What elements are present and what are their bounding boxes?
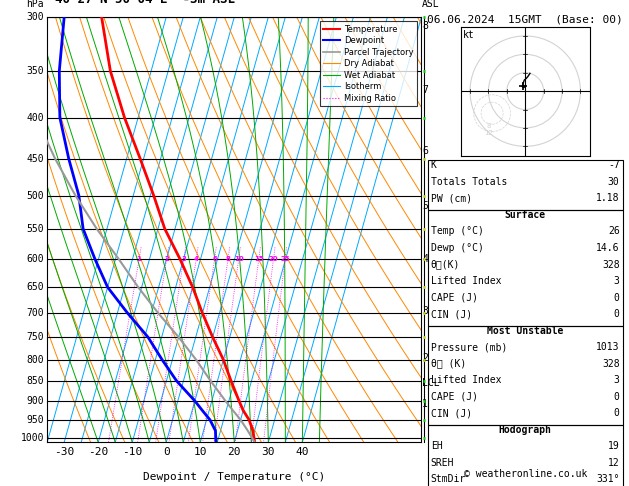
Text: 26: 26 — [608, 226, 620, 237]
Text: km
ASL: km ASL — [422, 0, 440, 8]
Text: 850: 850 — [26, 376, 44, 386]
Text: 1: 1 — [136, 256, 142, 262]
Text: 8: 8 — [422, 21, 428, 31]
Text: 600: 600 — [26, 254, 44, 264]
Text: 0: 0 — [614, 293, 620, 303]
Text: 950: 950 — [26, 415, 44, 425]
Text: 1013: 1013 — [596, 342, 620, 352]
Text: PW (cm): PW (cm) — [431, 193, 472, 204]
Text: 3: 3 — [422, 306, 428, 315]
Text: CAPE (J): CAPE (J) — [431, 392, 478, 402]
Text: 20: 20 — [269, 256, 278, 262]
Text: 3: 3 — [614, 276, 620, 286]
Text: 4: 4 — [194, 256, 199, 262]
Text: 0: 0 — [614, 408, 620, 418]
Text: 40°27'N 50°04'E  -3m ASL: 40°27'N 50°04'E -3m ASL — [55, 0, 235, 6]
Text: 0: 0 — [614, 392, 620, 402]
Text: 650: 650 — [26, 282, 44, 292]
Text: 3: 3 — [181, 256, 186, 262]
Text: 14.6: 14.6 — [596, 243, 620, 253]
Text: StmDir: StmDir — [431, 474, 466, 485]
Text: 0: 0 — [614, 309, 620, 319]
Text: 800: 800 — [26, 355, 44, 365]
Text: 15: 15 — [254, 256, 264, 262]
Text: 4: 4 — [422, 254, 428, 264]
Text: Pressure (mb): Pressure (mb) — [431, 342, 507, 352]
Text: 900: 900 — [26, 396, 44, 406]
Text: θᴄ(K): θᴄ(K) — [431, 260, 460, 270]
Text: 550: 550 — [26, 224, 44, 234]
Text: Totals Totals: Totals Totals — [431, 177, 507, 187]
Text: Most Unstable: Most Unstable — [487, 326, 564, 336]
Text: Hodograph: Hodograph — [499, 425, 552, 435]
Text: 19: 19 — [608, 441, 620, 451]
Text: 6: 6 — [422, 146, 428, 156]
Text: 328: 328 — [602, 359, 620, 369]
Text: 328: 328 — [602, 260, 620, 270]
Text: 450: 450 — [26, 154, 44, 164]
Text: 1000: 1000 — [21, 433, 44, 443]
Text: 500: 500 — [26, 191, 44, 201]
Text: Dewp (°C): Dewp (°C) — [431, 243, 484, 253]
Text: 5: 5 — [422, 201, 428, 211]
Text: 400: 400 — [26, 113, 44, 122]
Text: 30: 30 — [608, 177, 620, 187]
Text: 2: 2 — [422, 352, 428, 363]
Text: 3: 3 — [614, 375, 620, 385]
Text: 300: 300 — [26, 12, 44, 22]
Text: CIN (J): CIN (J) — [431, 309, 472, 319]
Text: 12: 12 — [608, 458, 620, 468]
Text: 1: 1 — [422, 399, 428, 409]
Text: 06.06.2024  15GMT  (Base: 00): 06.06.2024 15GMT (Base: 00) — [427, 15, 623, 25]
Text: CAPE (J): CAPE (J) — [431, 293, 478, 303]
Text: 20: 20 — [228, 447, 241, 457]
Text: -7: -7 — [608, 160, 620, 171]
Text: 700: 700 — [26, 308, 44, 318]
Text: 7: 7 — [422, 86, 428, 95]
Text: -30: -30 — [54, 447, 74, 457]
Text: 750: 750 — [26, 332, 44, 342]
Text: 10: 10 — [234, 256, 243, 262]
Text: © weatheronline.co.uk: © weatheronline.co.uk — [464, 469, 587, 479]
Text: LCL: LCL — [422, 378, 440, 388]
Text: -10: -10 — [122, 447, 142, 457]
Text: 10: 10 — [194, 447, 207, 457]
Text: 8: 8 — [486, 123, 491, 129]
Text: Lifted Index: Lifted Index — [431, 276, 501, 286]
Text: 40: 40 — [296, 447, 309, 457]
Text: 1.18: 1.18 — [596, 193, 620, 204]
Text: 6: 6 — [212, 256, 217, 262]
Text: Dewpoint / Temperature (°C): Dewpoint / Temperature (°C) — [143, 472, 325, 482]
Text: CIN (J): CIN (J) — [431, 408, 472, 418]
Text: K: K — [431, 160, 437, 171]
Text: 350: 350 — [26, 66, 44, 76]
Text: kt: kt — [463, 31, 474, 40]
Text: Lifted Index: Lifted Index — [431, 375, 501, 385]
Legend: Temperature, Dewpoint, Parcel Trajectory, Dry Adiabat, Wet Adiabat, Isotherm, Mi: Temperature, Dewpoint, Parcel Trajectory… — [320, 21, 417, 106]
Text: 25: 25 — [281, 256, 290, 262]
Text: SREH: SREH — [431, 458, 454, 468]
Text: Surface: Surface — [504, 210, 546, 220]
Text: 8: 8 — [226, 256, 230, 262]
Text: 0: 0 — [163, 447, 170, 457]
Text: 331°: 331° — [596, 474, 620, 485]
Text: 30: 30 — [262, 447, 275, 457]
Text: 12: 12 — [484, 130, 493, 136]
Text: -20: -20 — [88, 447, 108, 457]
Text: Temp (°C): Temp (°C) — [431, 226, 484, 237]
Text: 2: 2 — [164, 256, 169, 262]
Text: EH: EH — [431, 441, 443, 451]
Text: θᴄ (K): θᴄ (K) — [431, 359, 466, 369]
Text: hPa: hPa — [26, 0, 44, 8]
